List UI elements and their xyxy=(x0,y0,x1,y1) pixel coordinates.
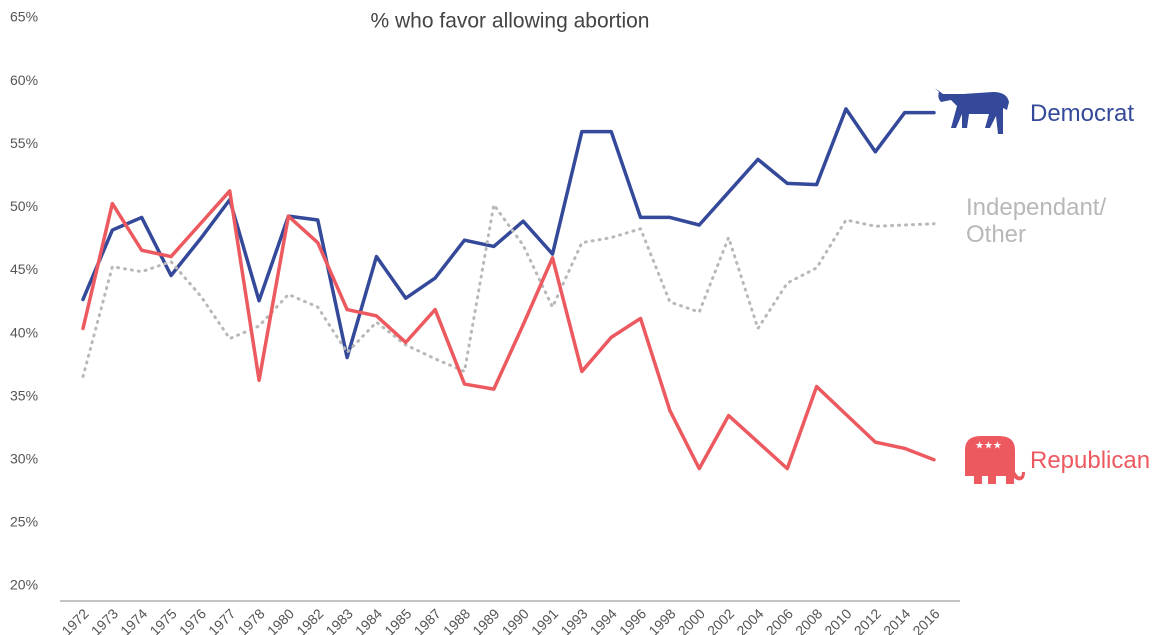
x-tick-label: 2012 xyxy=(851,605,884,635)
x-tick-label: 1989 xyxy=(469,605,502,635)
x-tick-label: 1990 xyxy=(499,605,532,635)
svg-text:★★★: ★★★ xyxy=(975,441,1002,452)
y-tick-label: 30% xyxy=(10,450,38,466)
y-tick-label: 65% xyxy=(10,9,38,25)
series-line xyxy=(81,107,936,360)
x-tick-label: 2008 xyxy=(792,605,825,635)
x-tick-label: 1993 xyxy=(557,605,590,635)
x-tick-label: 1973 xyxy=(88,605,121,635)
series-line xyxy=(81,203,936,378)
x-tick-label: 1975 xyxy=(146,605,179,635)
x-tick-label: 2002 xyxy=(704,605,737,635)
x-tick-label: 2006 xyxy=(763,605,796,635)
x-tick-label: 1984 xyxy=(352,605,385,635)
x-tick-label: 1976 xyxy=(176,605,209,635)
x-tick-label: 1980 xyxy=(264,605,297,635)
elephant-icon: ★★★ xyxy=(965,436,1025,484)
y-tick-label: 45% xyxy=(10,261,38,277)
x-tick-label: 1996 xyxy=(616,605,649,635)
x-tick-label: 2016 xyxy=(909,605,942,635)
x-tick-label: 2004 xyxy=(733,605,766,635)
x-tick-label: 1998 xyxy=(645,605,678,635)
x-tick-label: 2010 xyxy=(821,605,854,635)
x-tick-label: 1974 xyxy=(117,605,150,635)
x-tick-label: 1985 xyxy=(381,605,414,635)
series-label: Republican xyxy=(1030,446,1151,474)
y-tick-label: 35% xyxy=(10,387,38,403)
y-tick-label: 55% xyxy=(10,135,38,151)
series-label: Democrat xyxy=(1030,99,1135,127)
x-tick-label: 1977 xyxy=(205,605,238,635)
y-tick-label: 50% xyxy=(10,198,38,214)
x-tick-label: 2000 xyxy=(675,605,708,635)
x-tick-label: 1982 xyxy=(293,605,326,635)
y-tick-label: 40% xyxy=(10,324,38,340)
series-line xyxy=(81,189,936,471)
x-tick-label: 1983 xyxy=(322,605,355,635)
y-tick-label: 20% xyxy=(10,577,38,593)
series-label: Independant/ Other xyxy=(966,193,1107,248)
chart-title: % who favor allowing abortion xyxy=(371,10,650,33)
y-tick-label: 25% xyxy=(10,514,38,530)
x-tick-label: 1978 xyxy=(234,605,267,635)
x-tick-label: 1991 xyxy=(528,605,561,635)
x-tick-label: 1987 xyxy=(411,605,444,635)
y-tick-label: 60% xyxy=(10,72,38,88)
donkey-icon xyxy=(935,88,1009,134)
x-tick-label: 2014 xyxy=(880,605,913,635)
x-tick-label: 1988 xyxy=(440,605,473,635)
x-tick-label: 1972 xyxy=(58,605,91,635)
x-tick-label: 1994 xyxy=(587,605,620,635)
